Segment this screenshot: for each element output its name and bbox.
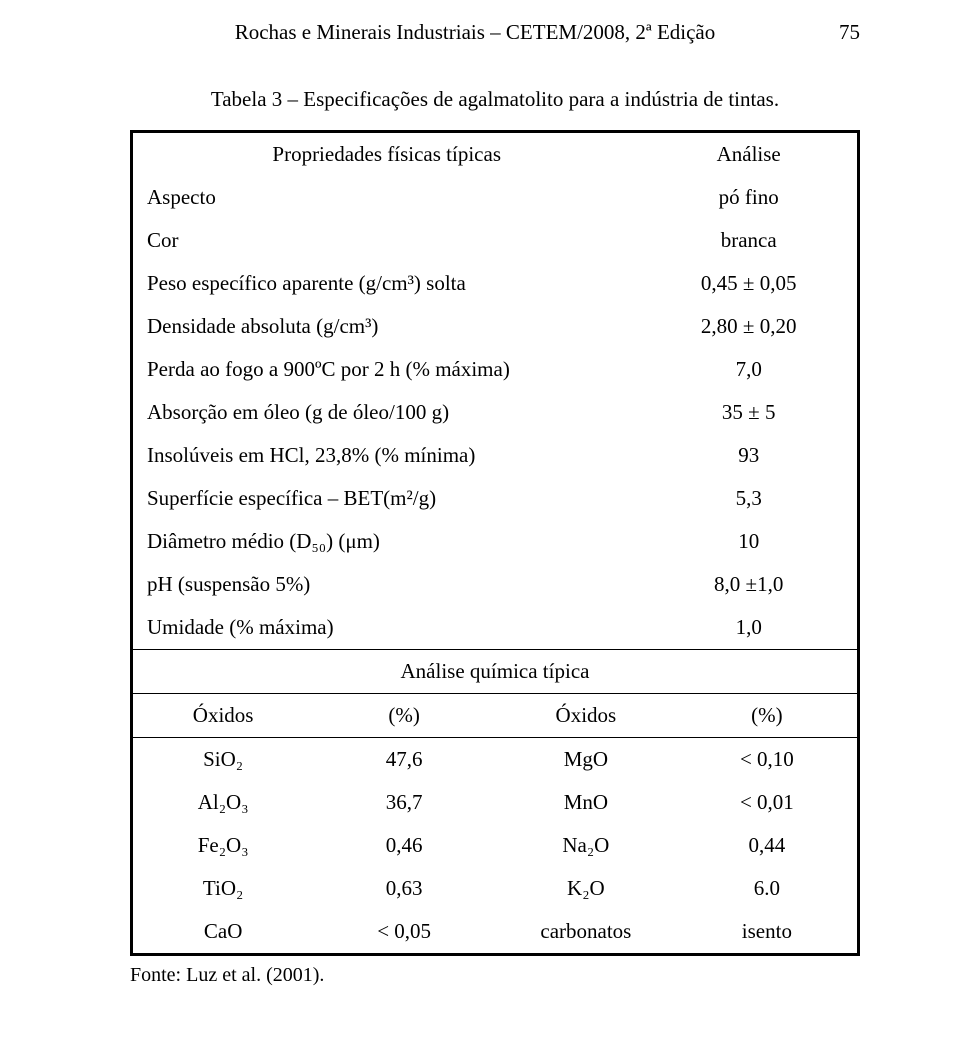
chem-col-header: Óxidos <box>132 694 314 738</box>
prop-label: Absorção em óleo (g de óleo/100 g) <box>132 391 641 434</box>
chem-cell: K₂O <box>495 867 677 910</box>
chem-cell: MgO <box>495 738 677 782</box>
chem-cell: 0,63 <box>313 867 495 910</box>
chem-cell: SiO₂ <box>132 738 314 782</box>
prop-value: 10 <box>640 520 858 563</box>
section1-heading-left: Propriedades físicas típicas <box>132 132 641 177</box>
chem-cell: 47,6 <box>313 738 495 782</box>
prop-label: Insolúveis em HCl, 23,8% (% mínima) <box>132 434 641 477</box>
prop-value: 93 <box>640 434 858 477</box>
section1-heading-right: Análise <box>640 132 858 177</box>
chem-cell: Na₂O <box>495 824 677 867</box>
prop-value: branca <box>640 219 858 262</box>
prop-label: pH (suspensão 5%) <box>132 563 641 606</box>
chem-cell: < 0,10 <box>677 738 859 782</box>
chem-cell: 0,46 <box>313 824 495 867</box>
table-source: Fonte: Luz et al. (2001). <box>130 964 860 987</box>
chem-col-header: (%) <box>313 694 495 738</box>
prop-label: Aspecto <box>132 176 641 219</box>
chem-cell: TiO₂ <box>132 867 314 910</box>
spec-table: Propriedades físicas típicas Análise Asp… <box>130 130 860 693</box>
prop-value: 7,0 <box>640 348 858 391</box>
chem-cell: Al₂O₃ <box>132 781 314 824</box>
chem-cell: 6.0 <box>677 867 859 910</box>
prop-value: pó fino <box>640 176 858 219</box>
chem-cell: < 0,05 <box>313 910 495 955</box>
chem-cell: < 0,01 <box>677 781 859 824</box>
chem-cell: Fe₂O₃ <box>132 824 314 867</box>
chem-cell: 0,44 <box>677 824 859 867</box>
prop-value: 5,3 <box>640 477 858 520</box>
prop-value: 1,0 <box>640 606 858 650</box>
chem-col-header: (%) <box>677 694 859 738</box>
prop-value: 2,80 ± 0,20 <box>640 305 858 348</box>
chem-cell: carbonatos <box>495 910 677 955</box>
table-caption: Tabela 3 – Especificações de agalmatolit… <box>130 87 860 112</box>
prop-value: 8,0 ±1,0 <box>640 563 858 606</box>
chem-cell: CaO <box>132 910 314 955</box>
chem-cell: MnO <box>495 781 677 824</box>
prop-label: Peso específico aparente (g/cm³) solta <box>132 262 641 305</box>
page-number: 75 <box>820 20 860 45</box>
prop-label: Densidade absoluta (g/cm³) <box>132 305 641 348</box>
prop-label: Umidade (% máxima) <box>132 606 641 650</box>
chem-cell: isento <box>677 910 859 955</box>
prop-value: 35 ± 5 <box>640 391 858 434</box>
section2-heading: Análise química típica <box>132 650 859 694</box>
prop-label: Superfície específica – BET(m²/g) <box>132 477 641 520</box>
prop-label: Diâmetro médio (D₅₀) (μm) <box>132 520 641 563</box>
chem-col-header: Óxidos <box>495 694 677 738</box>
page-header: Rochas e Minerais Industriais – CETEM/20… <box>130 20 860 45</box>
chem-table: Óxidos (%) Óxidos (%) SiO₂ 47,6 MgO < 0,… <box>130 693 860 956</box>
chem-cell: 36,7 <box>313 781 495 824</box>
header-title: Rochas e Minerais Industriais – CETEM/20… <box>130 20 820 45</box>
prop-label: Cor <box>132 219 641 262</box>
prop-label: Perda ao fogo a 900ºC por 2 h (% máxima) <box>132 348 641 391</box>
prop-value: 0,45 ± 0,05 <box>640 262 858 305</box>
